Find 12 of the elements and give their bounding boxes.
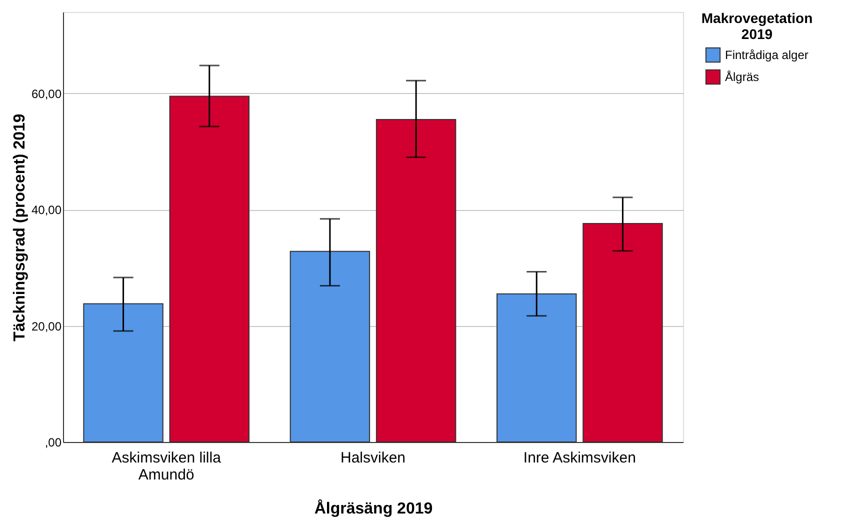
x-tick-label: Askimsviken lilla Amundö [112, 450, 222, 484]
y-tick-label: ,00 [44, 436, 62, 450]
x-tick-label: Halsviken [340, 450, 406, 466]
y-tick-label: 60,00 [31, 86, 62, 101]
legend-title: Makrovegetation 2019 [701, 10, 813, 42]
y-tick-label: 40,00 [31, 203, 62, 218]
y-tick-label: 20,00 [31, 319, 62, 334]
legend-label: Fintrådiga alger [725, 48, 808, 62]
legend-label: Ålgräs [725, 70, 760, 84]
x-tick-label: Inre Askimsviken [523, 450, 636, 466]
y-axis-title: Täckningsgrad (procent) 2019 [11, 114, 28, 342]
x-axis-title: Ålgräsäng 2019 [314, 498, 433, 518]
